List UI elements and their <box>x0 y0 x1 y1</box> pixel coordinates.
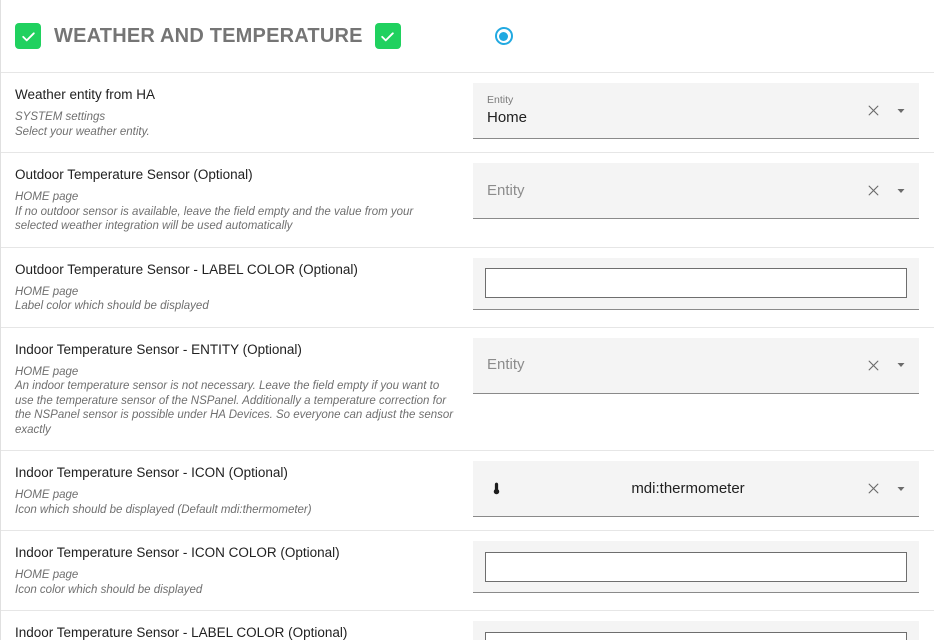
row-page-tag: HOME page <box>15 365 79 378</box>
row-hint: Label color which should be displayed <box>15 300 209 312</box>
clear-icon[interactable] <box>863 181 883 201</box>
section-radio-button[interactable] <box>487 19 521 53</box>
row-description: HOME page Icon color which should be dis… <box>15 568 457 597</box>
chevron-down-icon[interactable] <box>891 355 911 375</box>
row-description-block: Indoor Temperature Sensor - LABEL COLOR … <box>1 611 473 640</box>
row-description-block: Indoor Temperature Sensor - ICON (Option… <box>1 451 473 530</box>
field-float-label: Entity <box>487 93 514 106</box>
field-body: Entity Home <box>487 88 857 134</box>
section-enable-checkbox-right[interactable] <box>374 23 401 49</box>
row-control-block <box>473 531 934 603</box>
section-enable-checkbox-left[interactable] <box>15 23 41 49</box>
row-description: HOME page If no outdoor sensor is availa… <box>15 190 457 234</box>
setting-row-outdoor-label-color: Outdoor Temperature Sensor - LABEL COLOR… <box>1 247 934 328</box>
field-placeholder: Entity <box>487 356 525 373</box>
icon-select-indoor-temp[interactable]: mdi:thermometer <box>473 461 919 517</box>
row-control-block: Entity <box>473 153 934 229</box>
field-actions <box>857 181 911 201</box>
setting-row-indoor-temp-icon: Indoor Temperature Sensor - ICON (Option… <box>1 451 934 531</box>
check-icon <box>21 31 35 41</box>
field-placeholder: Entity <box>487 181 525 199</box>
row-control-block <box>473 611 934 640</box>
field-actions <box>857 479 911 499</box>
field-value: Home <box>487 108 528 126</box>
row-control-block: mdi:thermometer <box>473 451 934 527</box>
row-label: Indoor Temperature Sensor - ICON COLOR (… <box>15 545 340 560</box>
row-hint: Icon color which should be displayed <box>15 583 203 596</box>
row-page-tag: HOME page <box>15 569 79 581</box>
field-value: mdi:thermometer <box>631 479 745 497</box>
row-description: HOME page Icon which should be displayed… <box>15 488 457 517</box>
clear-icon[interactable] <box>863 479 883 499</box>
color-field-indoor-icon[interactable] <box>473 541 919 593</box>
setting-row-indoor-icon-color: Indoor Temperature Sensor - ICON COLOR (… <box>1 531 934 611</box>
row-page-tag: SYSTEM settings <box>15 111 106 123</box>
color-swatch[interactable] <box>485 551 907 582</box>
row-label: Weather entity from HA <box>15 87 156 102</box>
row-description-block: Outdoor Temperature Sensor (Optional) HO… <box>1 153 473 247</box>
row-page-tag: HOME page <box>15 285 79 298</box>
row-description-block: Indoor Temperature Sensor - ENTITY (Opti… <box>1 328 473 451</box>
row-label: Indoor Temperature Sensor - ICON (Option… <box>15 465 288 480</box>
field-actions <box>857 101 911 121</box>
color-swatch[interactable] <box>485 631 907 640</box>
chevron-down-icon[interactable] <box>891 181 911 201</box>
setting-row-indoor-temp-entity: Indoor Temperature Sensor - ENTITY (Opti… <box>1 327 934 451</box>
chevron-down-icon[interactable] <box>891 479 911 499</box>
field-body: Entity <box>487 349 857 381</box>
field-body: mdi:thermometer <box>519 473 857 505</box>
entity-select-outdoor-temp[interactable]: Entity <box>473 163 919 219</box>
clear-icon[interactable] <box>863 355 883 375</box>
check-icon <box>381 31 394 41</box>
row-label: Indoor Temperature Sensor - LABEL COLOR … <box>15 625 348 640</box>
row-label: Indoor Temperature Sensor - ENTITY (Opti… <box>15 341 302 357</box>
setting-row-indoor-label-color: Indoor Temperature Sensor - LABEL COLOR … <box>1 611 934 640</box>
row-page-tag: HOME page <box>15 489 79 501</box>
field-body: Entity <box>487 175 857 207</box>
clear-icon[interactable] <box>863 101 883 121</box>
row-hint: Select your weather entity. <box>15 125 150 138</box>
row-label: Outdoor Temperature Sensor - LABEL COLOR… <box>15 261 358 277</box>
field-actions <box>857 355 911 375</box>
row-description-block: Indoor Temperature Sensor - ICON COLOR (… <box>1 531 473 610</box>
row-hint: Icon which should be displayed (Default … <box>15 503 312 516</box>
setting-row-outdoor-temp-sensor: Outdoor Temperature Sensor (Optional) HO… <box>1 153 934 248</box>
entity-select-indoor-temp[interactable]: Entity <box>473 337 919 394</box>
row-page-tag: HOME page <box>15 191 79 203</box>
color-field-outdoor-label[interactable] <box>473 257 919 310</box>
row-control-block <box>473 248 934 320</box>
color-field-indoor-label[interactable] <box>473 621 919 640</box>
radio-dot <box>499 31 509 41</box>
row-hint: If no outdoor sensor is available, leave… <box>15 205 414 233</box>
row-description: SYSTEM settings Select your weather enti… <box>15 110 457 139</box>
section-header: WEATHER AND TEMPERATURE <box>1 0 934 73</box>
row-description: HOME page An indoor temperature sensor i… <box>15 365 457 438</box>
thermometer-icon <box>487 478 505 500</box>
color-swatch[interactable] <box>485 268 907 298</box>
row-description-block: Weather entity from HA SYSTEM settings S… <box>1 73 473 152</box>
radio-outer <box>494 27 513 45</box>
entity-select-weather[interactable]: Entity Home <box>473 83 919 139</box>
row-description-block: Outdoor Temperature Sensor - LABEL COLOR… <box>1 248 473 327</box>
row-hint: An indoor temperature sensor is not nece… <box>15 380 454 436</box>
setting-row-weather-entity: Weather entity from HA SYSTEM settings S… <box>1 73 934 153</box>
settings-rows: Weather entity from HA SYSTEM settings S… <box>1 73 934 640</box>
row-description: HOME page Label color which should be di… <box>15 285 457 314</box>
row-label: Outdoor Temperature Sensor (Optional) <box>15 167 253 182</box>
page-title: WEATHER AND TEMPERATURE <box>54 24 363 47</box>
row-control-block: Entity <box>473 328 934 404</box>
chevron-down-icon[interactable] <box>891 101 911 121</box>
row-control-block: Entity Home <box>473 73 934 149</box>
